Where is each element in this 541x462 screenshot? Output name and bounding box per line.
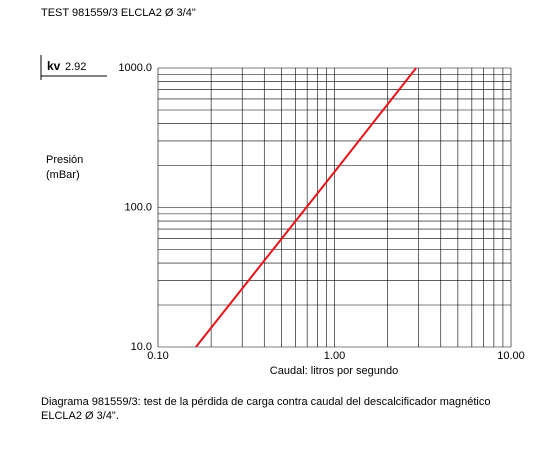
y-tick-label: 10.0 [131, 341, 152, 353]
chart-title: TEST 981559/3 ELCLA2 Ø 3/4" [41, 7, 196, 19]
data-line [195, 67, 417, 348]
kv-value: 2.92 [65, 61, 86, 73]
caption: Diagrama 981559/3: test de la pérdida de… [41, 396, 490, 408]
x-tick-label: 10.00 [497, 350, 525, 362]
x-axis-label: Caudal: litros por segundo [270, 365, 398, 377]
y-axis-label: (mBar) [46, 169, 80, 181]
caption: ELCLA2 Ø 3/4". [41, 410, 119, 422]
y-tick-label: 100.0 [124, 201, 152, 213]
x-tick-label: 0.10 [147, 350, 168, 362]
x-tick-label: 1.00 [324, 350, 345, 362]
y-tick-label: 1000.0 [118, 62, 152, 74]
y-axis-label: Presión [46, 154, 83, 166]
kv-label: kv [47, 59, 61, 73]
